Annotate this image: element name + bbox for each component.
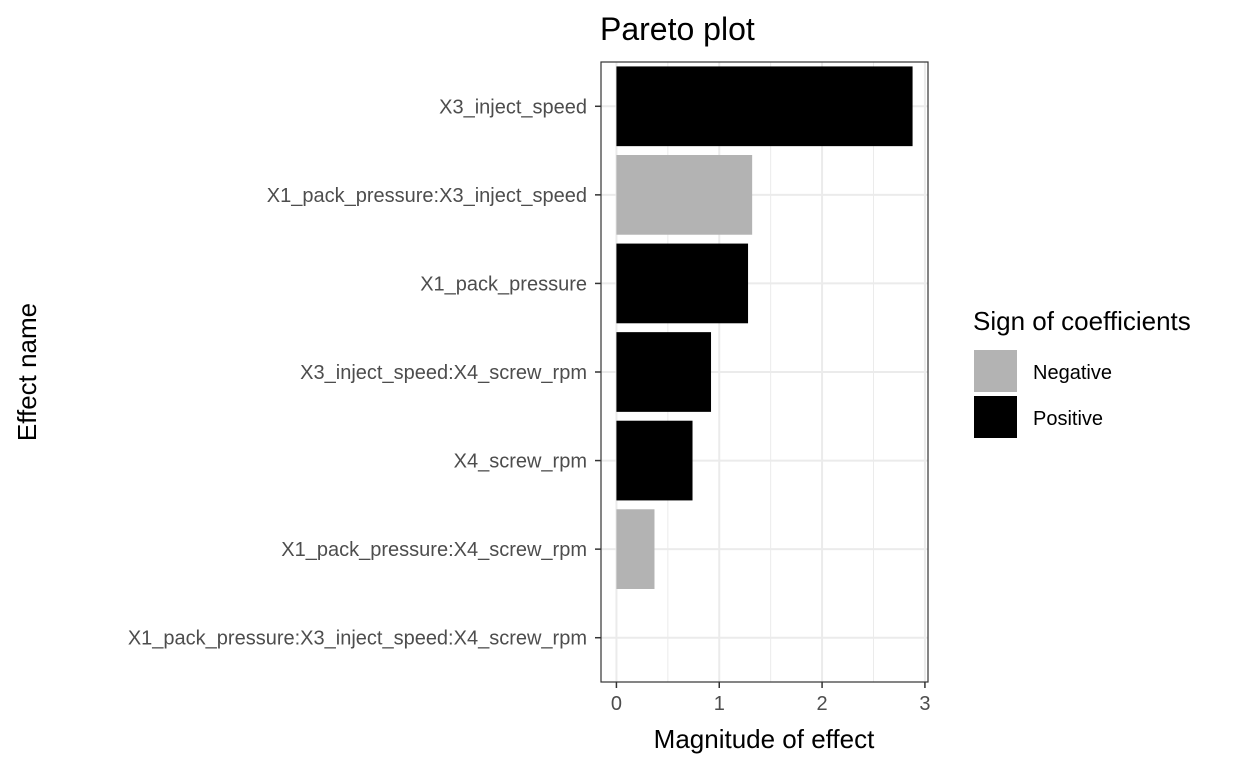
bar xyxy=(616,509,655,589)
y-axis-title: Effect name xyxy=(12,303,42,441)
x-tick-label: 2 xyxy=(817,693,828,715)
legend-label-positive: Positive xyxy=(1033,408,1103,430)
legend: Sign of coefficients Negative Positive xyxy=(973,306,1191,438)
bar xyxy=(616,243,749,324)
bar xyxy=(616,420,693,501)
x-tick-label: 3 xyxy=(919,693,930,715)
y-tick-label: X1_pack_pressure:X3_inject_speed xyxy=(267,185,587,207)
x-tick-label: 1 xyxy=(714,693,725,715)
legend-swatch-positive xyxy=(974,396,1017,438)
y-tick-label: X3_inject_speed xyxy=(439,96,587,118)
legend-title: Sign of coefficients xyxy=(973,306,1191,336)
chart-title: Pareto plot xyxy=(600,11,755,47)
bar xyxy=(616,332,712,412)
x-tick-label: 0 xyxy=(611,693,622,715)
bars xyxy=(616,66,913,589)
y-tick-label: X1_pack_pressure xyxy=(420,273,587,295)
bar xyxy=(616,66,913,147)
y-tick-label: X1_pack_pressure:X4_screw_rpm xyxy=(281,539,587,561)
bar xyxy=(616,155,753,235)
y-tick-label: X1_pack_pressure:X3_inject_speed:X4_scre… xyxy=(128,628,587,650)
y-tick-label: X4_screw_rpm xyxy=(454,451,587,473)
y-tick-label: X3_inject_speed:X4_screw_rpm xyxy=(300,362,587,384)
ticks: X3_inject_speed X1_pack_pressure:X3_injec… xyxy=(128,96,931,715)
legend-label-negative: Negative xyxy=(1033,362,1112,384)
x-axis-title: Magnitude of effect xyxy=(654,724,875,754)
legend-swatch-negative xyxy=(974,350,1017,392)
